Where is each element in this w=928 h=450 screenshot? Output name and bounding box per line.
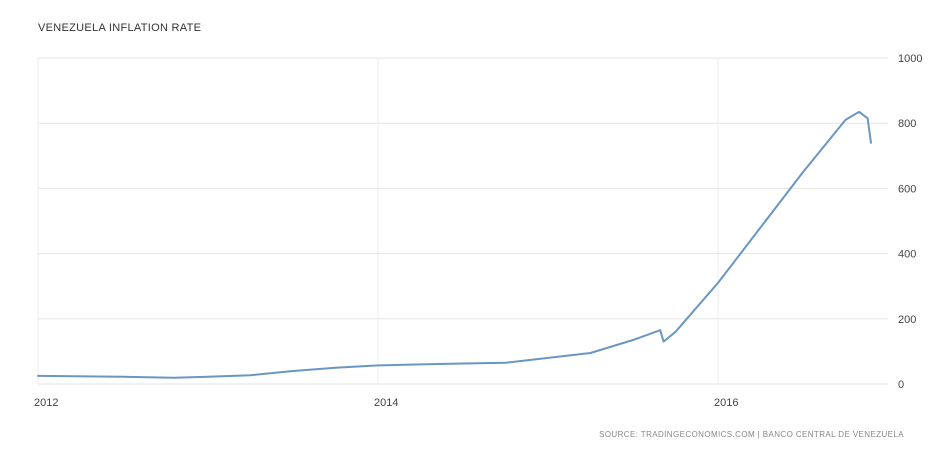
y-tick-label: 600 [898, 183, 916, 195]
x-tick-label: 2014 [374, 397, 398, 409]
axis-ticks: 0 200 400 600 800 1000 2012 2014 2016 [34, 53, 922, 409]
y-tick-label: 800 [898, 118, 916, 130]
x-tick-label: 2012 [34, 397, 58, 409]
y-tick-label: 1000 [898, 53, 922, 65]
chart-title: VENEZUELA INFLATION RATE [38, 22, 202, 34]
series-line [37, 110, 872, 379]
y-tick-label: 0 [898, 379, 904, 391]
source-note: SOURCE: TRADINGECONOMICS.COM | BANCO CEN… [599, 430, 904, 439]
grid-lines [37, 57, 888, 385]
y-tick-label: 400 [898, 249, 916, 261]
x-tick-label: 2016 [714, 397, 738, 409]
series-layer [37, 110, 872, 379]
y-tick-label: 200 [898, 314, 916, 326]
